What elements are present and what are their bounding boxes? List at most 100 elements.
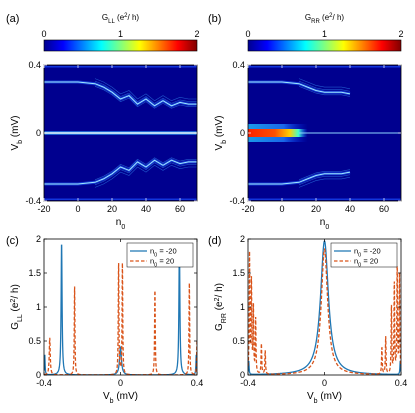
y-tick-label-c: 1.5 <box>28 268 41 278</box>
x-tick-label-a: -20 <box>37 204 50 214</box>
y-label-tail: / h) <box>214 283 225 297</box>
colorbar-label-unit: (e <box>320 13 330 22</box>
x-tick-label-d: 0.4 <box>395 378 408 388</box>
y-tick-label-c: 1 <box>36 302 41 312</box>
legend-name-tail: = 20 <box>361 257 378 266</box>
x-tick-label-b: 0 <box>279 204 284 214</box>
legend-name-sub: 0 <box>154 253 157 259</box>
x-tick-label-d: -0.4 <box>240 378 256 388</box>
colorbar-tick-b: 0 <box>245 29 250 39</box>
legend-name-main: n <box>150 257 154 266</box>
y-axis-label-c: GLL (e2/ h) <box>10 284 24 330</box>
y-label-unit: (e <box>10 302 21 314</box>
colorbar-tick-a: 2 <box>194 29 199 39</box>
y-label-unit: (mV) <box>214 115 225 139</box>
lower_band-satellite-a <box>94 157 197 181</box>
colorbar-b <box>247 39 402 52</box>
colorbar-tick-a: 0 <box>41 29 46 39</box>
y-label-sub: b <box>221 140 228 144</box>
y-label-unit: (mV) <box>10 115 21 139</box>
lower_band-b <box>248 171 351 185</box>
colorbar-label-unit: (e <box>115 13 125 22</box>
legend-name-sub: 0 <box>358 263 361 269</box>
legend-name-main: n <box>150 247 154 256</box>
x-label-sub: 0 <box>121 224 125 231</box>
legend-d <box>330 242 398 268</box>
y-tick-label-c: 2 <box>36 234 41 244</box>
upper_band-satellite-a <box>94 78 197 102</box>
legend-name-tail: = -20 <box>361 247 380 256</box>
y-label-sub: b <box>17 140 24 144</box>
panel-label-d: (d) <box>208 235 221 247</box>
legend-name-sub: 0 <box>154 263 157 269</box>
legend-label-c-0: n0 = -20 <box>150 247 177 259</box>
y-tick-label-c: 0 <box>36 370 41 380</box>
x-axis-label-c: Vb (mV) <box>103 391 138 405</box>
x-tick-label-c: 0 <box>118 378 123 388</box>
upper_band-b <box>248 81 351 95</box>
x-tick-label-b: 60 <box>379 204 389 214</box>
x-tick-label-c: 0.4 <box>191 378 204 388</box>
x-label-main: V <box>103 391 110 402</box>
colorbar-label-b: GRR (e2/ h) <box>305 13 344 25</box>
y-label-tail: / h) <box>10 284 21 298</box>
y-tick-label-d: 0 <box>240 370 245 380</box>
x-label-main: n <box>116 217 122 228</box>
lower_band-satellite-b <box>298 174 351 186</box>
colorbar-label-a: GLL (e2/ h) <box>102 13 140 25</box>
colorbar-label-sup: 2 <box>124 13 128 19</box>
y-tick-label-d: 1.5 <box>232 268 245 278</box>
x-label-sub: b <box>110 398 114 405</box>
upper_band-satellite-b <box>298 78 351 90</box>
x-tick-label-c: -0.4 <box>36 378 52 388</box>
y-axis-label-b: Vb (mV) <box>214 115 228 150</box>
legend-name-tail: = 20 <box>157 257 174 266</box>
colorbar-tick-b: 1 <box>322 29 327 39</box>
legend-label-d-1: n0 = 20 <box>354 257 378 269</box>
y-tick-label-b: 0 <box>240 128 245 138</box>
x-label-unit: (mV) <box>114 391 138 402</box>
x-axis-label-d: Vb (mV) <box>307 391 342 405</box>
legend-name-main: n <box>354 247 358 256</box>
colorbar-tick-a: 1 <box>118 29 123 39</box>
y-tick-label-b: -0.4 <box>229 196 245 206</box>
legend-name-sub: 0 <box>358 253 361 259</box>
upper_band-satellite-a <box>94 80 197 104</box>
x-tick-label-b: -20 <box>241 204 254 214</box>
x-tick-label-a: 40 <box>141 204 151 214</box>
panel-label-b: (b) <box>208 13 221 25</box>
y-label-sub: RR <box>221 313 228 323</box>
y-axis-label-a: Vb (mV) <box>10 115 24 150</box>
x-label-main: n <box>320 217 326 228</box>
y-tick-label-d: 1 <box>240 302 245 312</box>
lower_band-satellite-b <box>298 169 351 181</box>
colorbar-tick-b: 2 <box>398 29 403 39</box>
x-tick-label-d: 0 <box>322 378 327 388</box>
x-label-main: V <box>307 391 314 402</box>
colorbar-label-tail: / h) <box>333 13 345 22</box>
upper_band-a <box>44 81 197 107</box>
upper_band-satellite-b <box>298 86 351 97</box>
y-tick-label-c: 0.5 <box>28 336 41 346</box>
y-label-sub: LL <box>17 314 24 322</box>
x-axis-label-a: n0 <box>116 217 126 231</box>
zero-bias-peak-b <box>248 129 308 137</box>
colorbar-label-main: G <box>102 13 108 22</box>
y-label-main: V <box>214 144 225 151</box>
x-tick-label-a: 20 <box>107 204 117 214</box>
lower_band-satellite-a <box>94 164 197 188</box>
x-tick-label-b: 40 <box>345 204 355 214</box>
panel-label-a: (a) <box>6 13 19 25</box>
heatmap-content-a <box>44 65 197 201</box>
colorbar-label-main: G <box>305 13 311 22</box>
x-label-sub: 0 <box>325 224 329 231</box>
heatmap-content-b <box>248 65 401 201</box>
colorbar-label-sup: 2 <box>329 13 333 19</box>
x-tick-label-b: 20 <box>311 204 321 214</box>
colorbar-a <box>43 39 198 52</box>
colorbar-label-tail: / h) <box>128 13 140 22</box>
x-label-unit: (mV) <box>318 391 342 402</box>
